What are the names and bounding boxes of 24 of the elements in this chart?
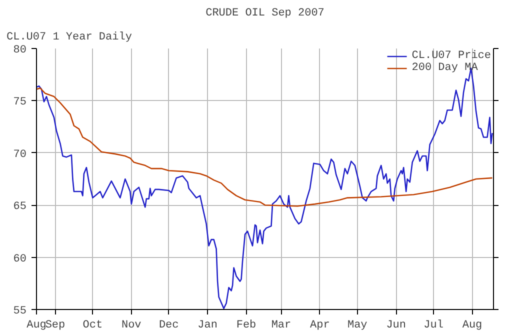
- x-tick-label: Apr: [310, 320, 330, 332]
- x-tick-label: Mar: [271, 320, 292, 332]
- legend-label: 200 Day MA: [412, 62, 478, 74]
- text: CL.U07 1 Year Daily: [6, 32, 132, 44]
- y-tick-label: 80: [13, 44, 26, 56]
- y-tick-label: 60: [13, 253, 26, 266]
- x-tick-label: Oct: [82, 320, 103, 332]
- legend-label: CL.U07 Price: [412, 50, 491, 62]
- line-series: [36, 88, 493, 207]
- y-tick-label: 70: [13, 148, 26, 161]
- chart-title: CRUDE OIL Sep 2007: [206, 8, 324, 20]
- x-tick-label: Aug: [462, 320, 482, 332]
- x-tick-label: Dec: [158, 320, 179, 332]
- x-tick-label: Aug: [26, 320, 46, 332]
- y-tick-label: 65: [13, 201, 26, 214]
- y-tick-label: 55: [13, 306, 26, 318]
- x-tick-label: Feb: [236, 320, 256, 332]
- x-tick-label: Nov: [121, 320, 142, 332]
- x-tick-label: Jan: [198, 320, 218, 332]
- y-tick-label: 75: [13, 96, 26, 109]
- x-tick-label: May: [347, 320, 368, 332]
- x-tick-label: Sep: [45, 320, 66, 332]
- x-tick-label: Jun: [386, 320, 406, 332]
- x-tick-label: Jul: [424, 320, 444, 332]
